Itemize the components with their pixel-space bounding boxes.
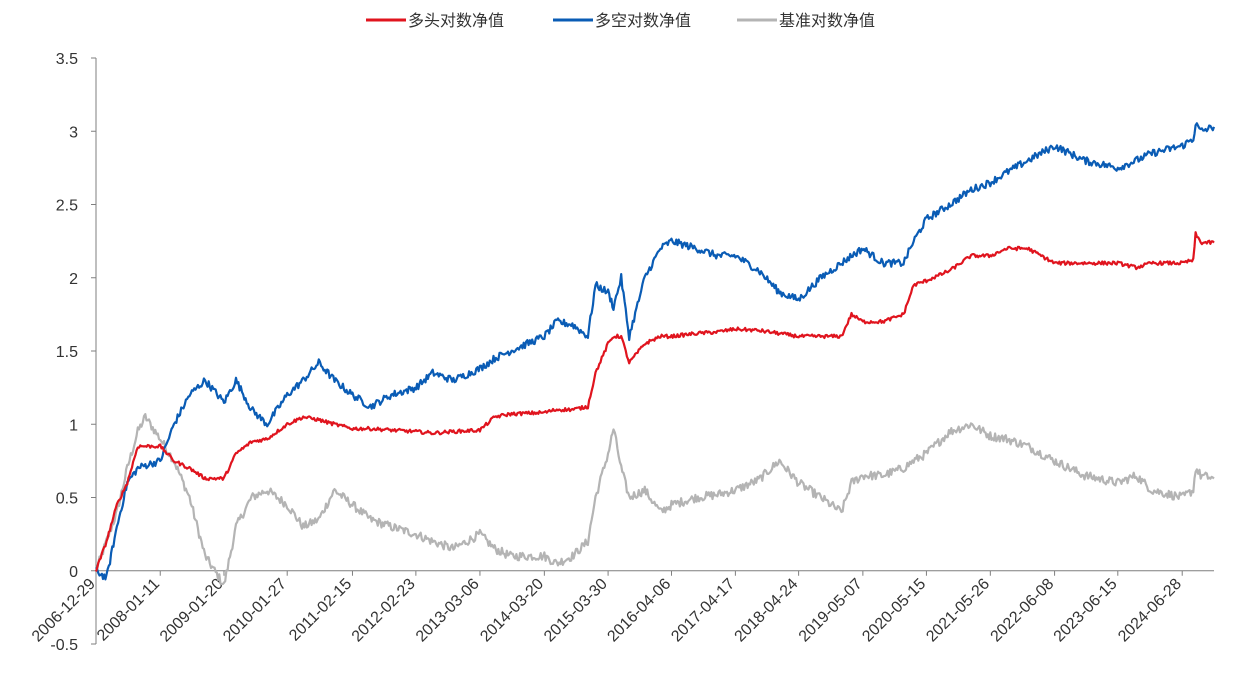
x-tick-label: 2020-05-15	[859, 575, 929, 645]
y-tick-label: 2	[69, 271, 78, 288]
series-line-2	[95, 413, 1215, 586]
x-tick-label: 2014-03-20	[477, 575, 547, 645]
x-tick-label: 2011-02-15	[286, 575, 355, 644]
x-tick-label: 2013-03-06	[413, 575, 483, 645]
series-line-1	[95, 122, 1216, 581]
y-tick-label: 3	[69, 124, 78, 141]
x-tick-label: 2009-01-20	[157, 575, 227, 645]
x-tick-label: 2024-06-28	[1115, 575, 1185, 645]
x-tick-label: 2018-04-24	[732, 575, 802, 645]
x-tick-label: 2017-04-17	[668, 575, 738, 645]
y-tick-labels: -0.5 0 0.5 1 1.5 2 2.5 3 3.5	[50, 51, 78, 654]
legend-label-0: 多头对数净值	[408, 11, 504, 30]
x-tick-label: 2019-05-07	[796, 575, 866, 645]
x-tick-label: 2016-04-06	[604, 575, 674, 645]
x-tick-label: 2022-06-08	[988, 575, 1058, 645]
series-lines	[94, 122, 1216, 586]
x-tick-label: 2006-12-29	[29, 575, 99, 645]
y-tick-label: 0	[69, 564, 78, 581]
x-tick-label: 2008-01-11	[94, 575, 163, 644]
y-tick-label: 1	[69, 417, 78, 434]
x-tick-label: 2012-02-23	[349, 575, 419, 645]
legend-label-2: 基准对数净值	[779, 11, 875, 30]
x-tick-label: 2015-03-30	[541, 575, 611, 645]
y-tick-label: 1.5	[56, 344, 78, 361]
series-line-0	[94, 231, 1215, 572]
legend-label-1: 多空对数净值	[595, 11, 691, 30]
y-tick-label: -0.5	[50, 637, 78, 654]
x-tick-labels: 2006-12-292008-01-112009-01-202010-01-27…	[29, 575, 1185, 645]
legend: 多头对数净值 多空对数净值 基准对数净值	[366, 11, 875, 30]
y-tick-label: 2.5	[56, 198, 78, 215]
x-tick-label: 2021-05-26	[923, 575, 993, 645]
axes	[91, 57, 1214, 645]
y-tick-label: 3.5	[56, 51, 78, 68]
x-tick-label: 2010-01-27	[220, 575, 290, 645]
y-tick-label: 0.5	[56, 491, 78, 508]
x-tick-label: 2023-06-15	[1051, 575, 1121, 645]
